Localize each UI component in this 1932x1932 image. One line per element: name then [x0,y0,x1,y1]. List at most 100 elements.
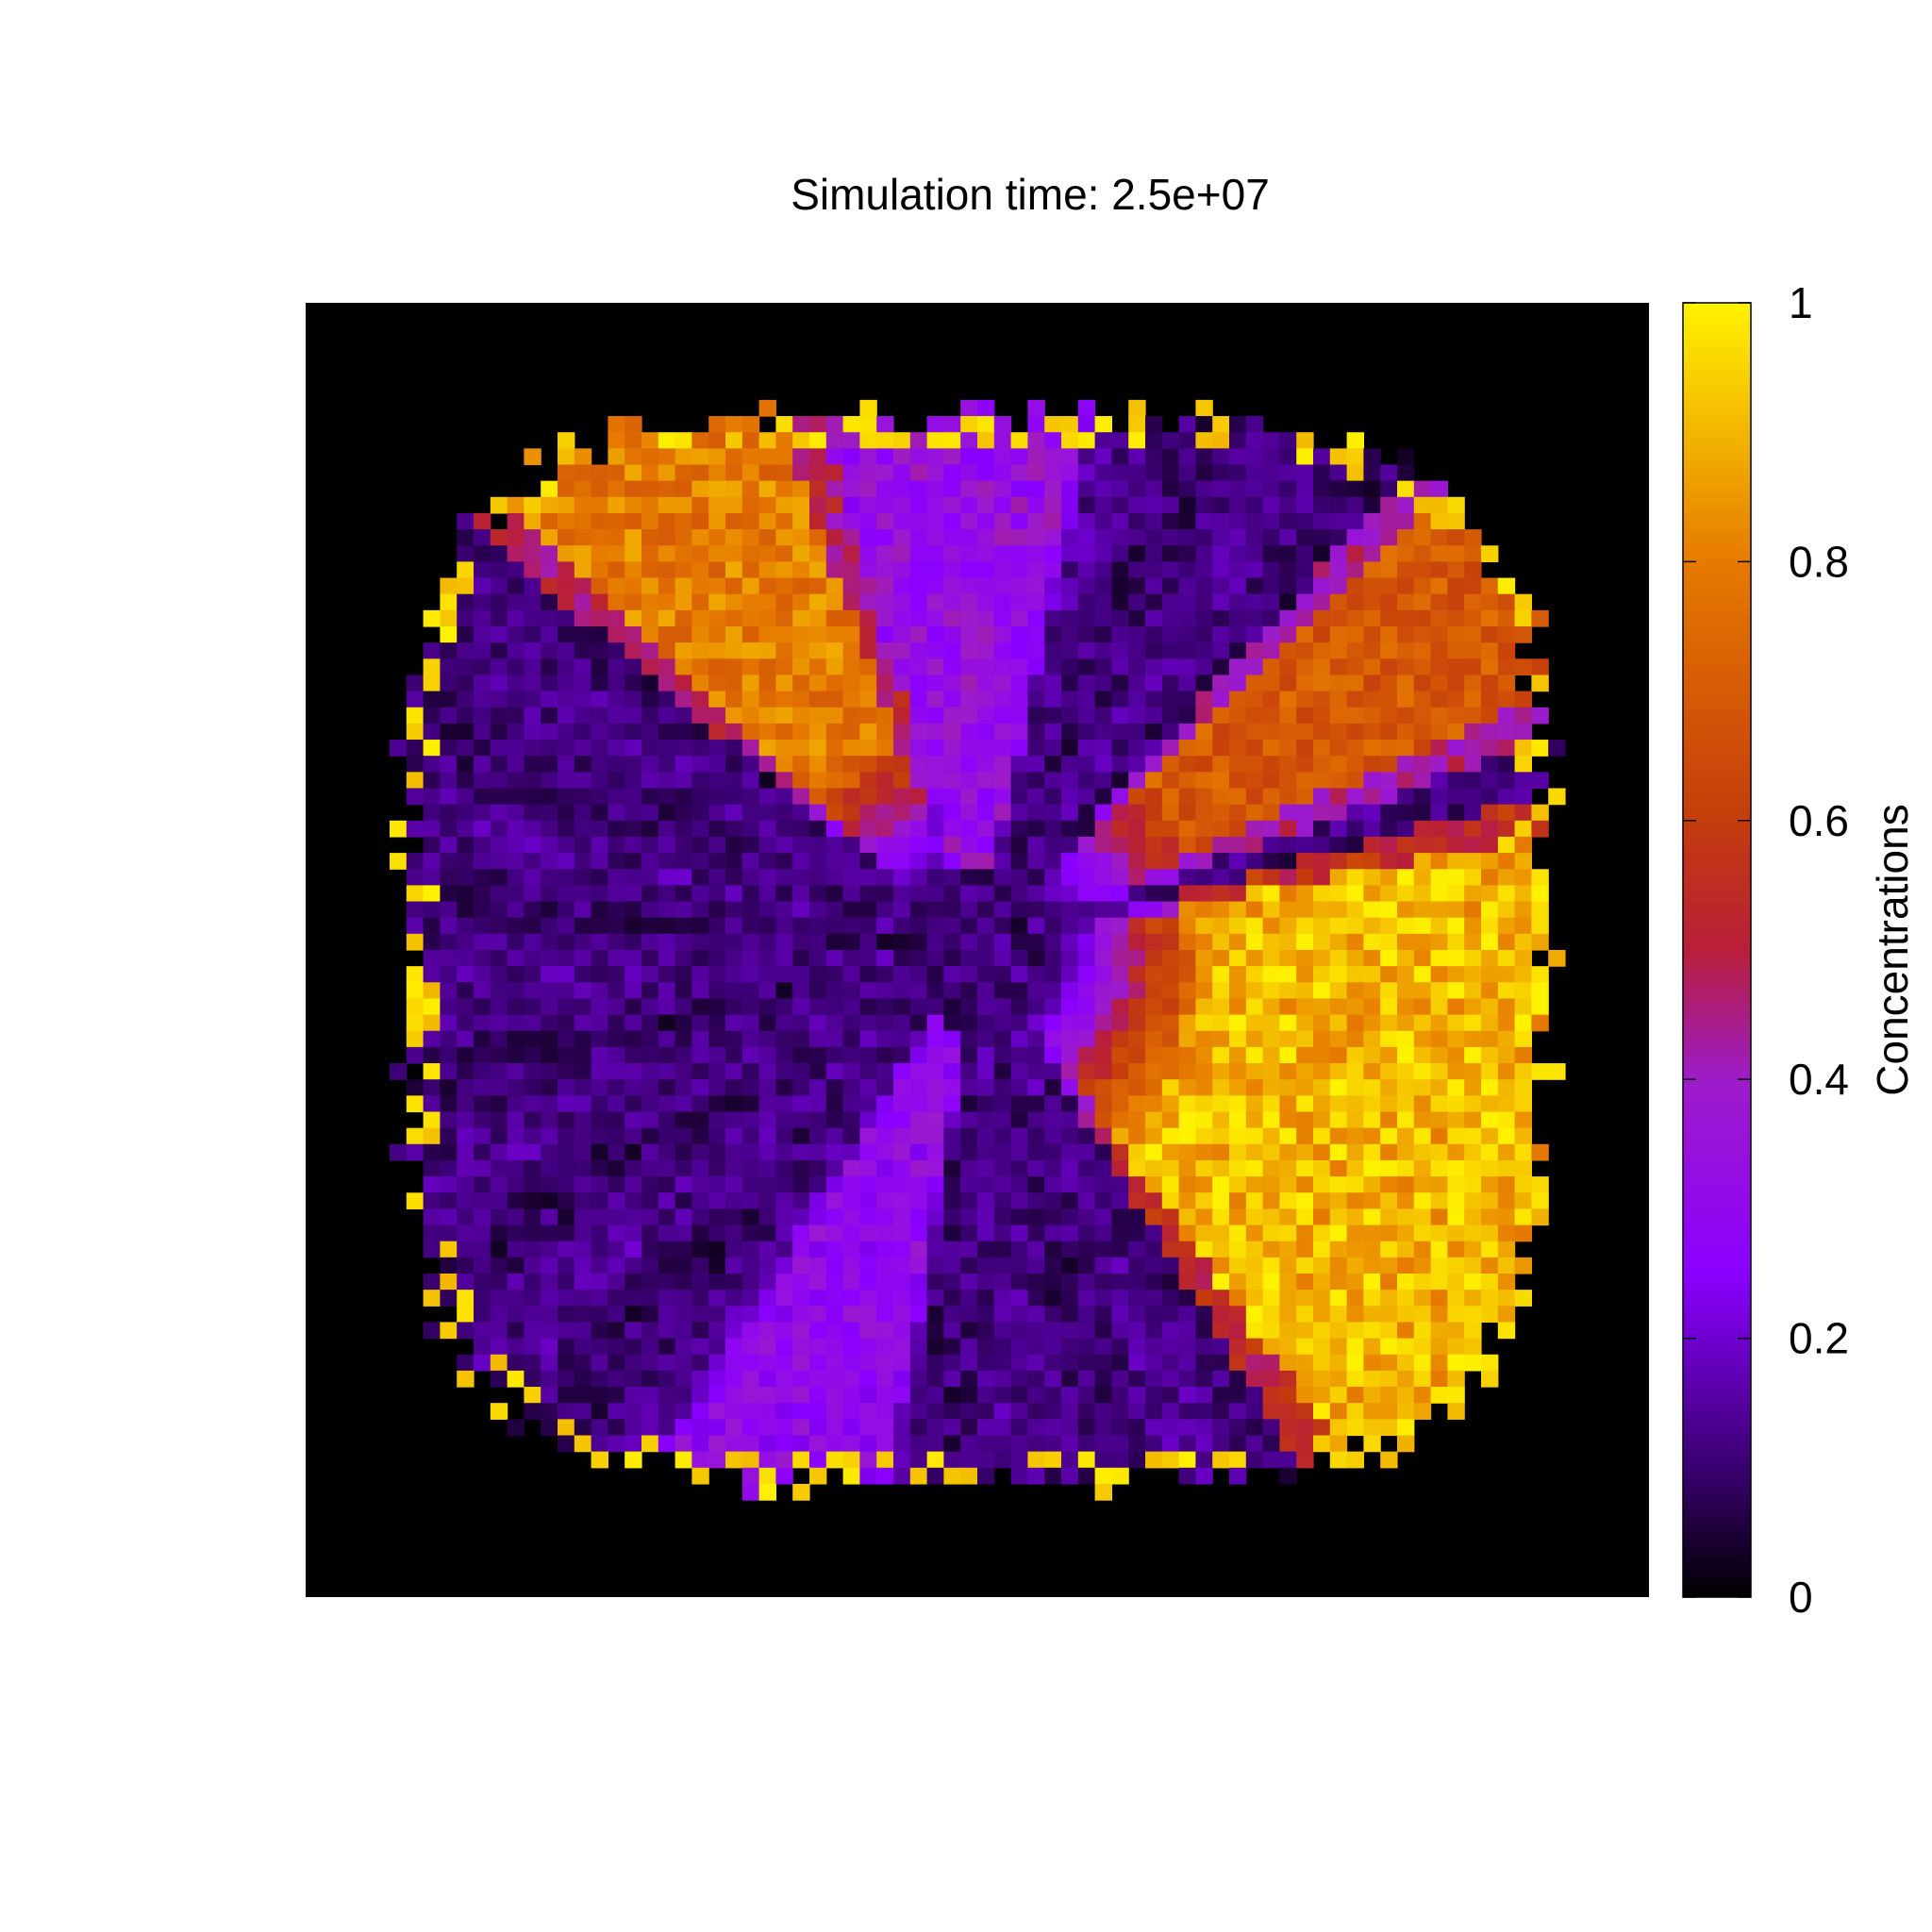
heatmap-cell [691,1030,709,1048]
heatmap-cell [440,772,458,790]
heatmap-cell [558,1143,575,1161]
heatmap-cell [574,788,592,806]
heatmap-cell [1430,966,1448,983]
heatmap-cell [1329,642,1348,659]
heatmap-cell [842,756,860,773]
heatmap-cell [1262,933,1280,951]
heatmap-cell [1363,1014,1381,1032]
heatmap-cell [1430,1274,1448,1291]
heatmap-cell [1044,626,1062,643]
heatmap-cell [758,820,776,838]
heatmap-cell [1363,901,1381,919]
heatmap-cell [842,512,860,530]
heatmap-cell [625,691,642,708]
heatmap-cell [926,804,944,822]
heatmap-cell [608,1224,625,1242]
heatmap-cell [1430,480,1448,498]
heatmap-cell [1497,1014,1516,1032]
heatmap-cell [1245,1274,1264,1291]
heatmap-cell [1346,561,1364,579]
heatmap-cell [842,1079,860,1096]
heatmap-cell [1514,1063,1532,1080]
heatmap-cell [1195,1257,1213,1274]
heatmap-cell [909,1419,928,1437]
heatmap-cell [1413,1063,1432,1080]
heatmap-cell [741,772,760,790]
heatmap-cell [691,1241,709,1258]
heatmap-cell [1161,723,1180,741]
heatmap-cell [1061,1370,1079,1388]
heatmap-cell [1111,545,1129,562]
heatmap-cell [859,1257,877,1274]
heatmap-cell [1413,609,1432,627]
heatmap-cell [658,545,676,562]
heatmap-cell [591,723,608,741]
heatmap-cell [1447,933,1465,951]
heatmap-cell [1061,675,1079,692]
heatmap-cell [993,512,1012,530]
heatmap-cell [1329,869,1348,886]
heatmap-cell [741,642,760,659]
heatmap-cell [926,1176,944,1193]
heatmap-cell [558,1435,575,1453]
heatmap-cell [859,836,877,854]
heatmap-cell [1413,691,1432,708]
heatmap-cell [423,756,441,773]
heatmap-cell [876,853,894,870]
heatmap-cell [524,593,541,611]
heatmap-cell [943,1208,961,1226]
heatmap-cell [842,1224,860,1242]
heatmap-cell [1262,707,1280,724]
heatmap-cell [1380,1403,1398,1420]
heatmap-cell [675,1063,692,1080]
heatmap-cell [1447,1224,1465,1242]
heatmap-cell [876,1063,894,1080]
heatmap-cell [1145,966,1163,983]
heatmap-cell [474,950,491,967]
heatmap-cell [775,577,793,595]
heatmap-cell [926,642,944,659]
heatmap-cell [993,545,1012,562]
heatmap-cell [591,1111,608,1129]
heatmap-cell [876,1419,894,1437]
heatmap-cell [541,869,558,886]
heatmap-cell [993,529,1012,546]
heatmap-cell [1094,1030,1112,1048]
heatmap-cell [792,1192,810,1209]
heatmap-cell [825,1176,844,1193]
heatmap-cell [741,593,760,611]
heatmap-cell [641,577,659,595]
heatmap-cell [1313,723,1331,741]
heatmap-cell [1329,756,1348,773]
heatmap-cell [1044,1241,1062,1258]
heatmap-cell [909,1176,928,1193]
heatmap-cell [490,1208,508,1226]
heatmap-cell [893,1370,911,1388]
heatmap-cell [859,1095,877,1113]
heatmap-cell [558,561,575,579]
heatmap-cell [1145,998,1163,1016]
heatmap-cell [658,1014,676,1032]
heatmap-cell [608,933,625,951]
heatmap-cell [859,1322,877,1340]
heatmap-cell [725,804,743,822]
heatmap-cell [859,1176,877,1193]
heatmap-cell [993,432,1012,449]
heatmap-cell [1010,756,1028,773]
heatmap-cell [1229,496,1247,514]
heatmap-cell [1346,998,1364,1016]
heatmap-cell [1346,836,1364,854]
heatmap-cell [1430,609,1448,627]
heatmap-cell [1413,820,1432,838]
heatmap-cell [1044,820,1062,838]
heatmap-cell [1111,723,1129,741]
heatmap-cell [1010,1143,1028,1161]
heatmap-cell [1094,512,1112,530]
heatmap-cell [1447,1143,1465,1161]
heatmap-cell [960,448,978,466]
heatmap-cell [725,1338,743,1356]
heatmap-cell [977,496,995,514]
heatmap-cell [490,1322,508,1340]
heatmap-cell [960,917,978,935]
heatmap-cell [876,788,894,806]
